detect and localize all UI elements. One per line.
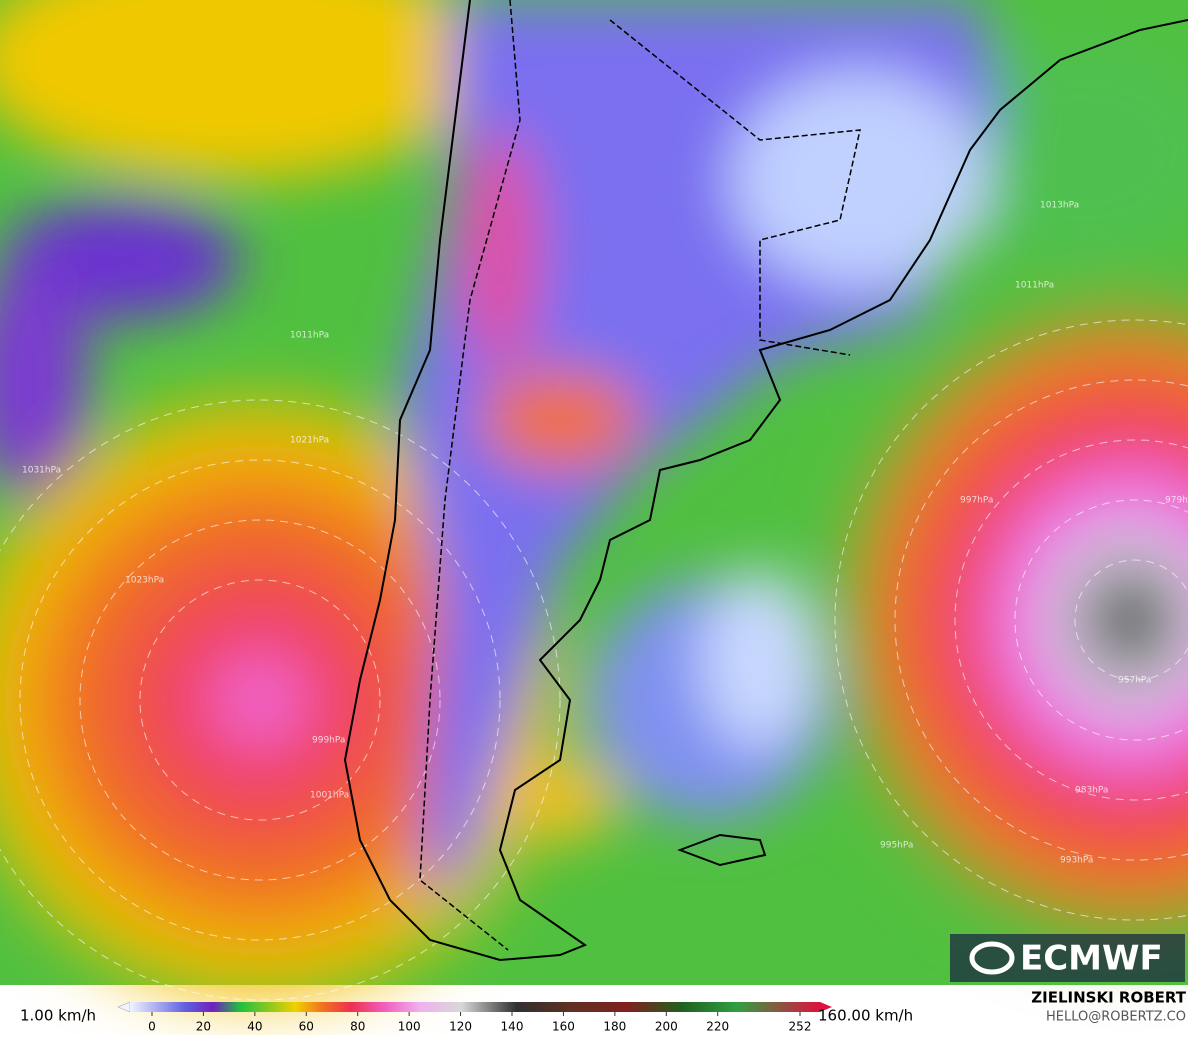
isobar-label: 997hPa xyxy=(960,496,993,506)
isobar-label: 979hPa xyxy=(1165,496,1188,506)
colorbar xyxy=(130,1002,820,1012)
isobar-label: 995hPa xyxy=(880,841,913,851)
isobar-label: 1031hPa xyxy=(22,466,61,476)
colorbar-tick-label: 60 xyxy=(299,1020,314,1034)
legend-min-label: 1.00 km/h xyxy=(20,1007,96,1025)
colorbar-tick-label: 200 xyxy=(655,1020,678,1034)
isobar-label: 1013hPa xyxy=(1040,201,1079,211)
colorbar-tick-label: 0 xyxy=(148,1020,156,1034)
isobars xyxy=(0,319,1188,1001)
isobar-label: 1011hPa xyxy=(1015,281,1054,291)
logo-text: ECMWF xyxy=(1020,939,1163,979)
author: ZIELINSKI ROBERT xyxy=(1031,989,1186,1007)
colorbar-tick-label: 80 xyxy=(350,1020,365,1034)
isobar-label: 957hPa xyxy=(1118,676,1151,686)
colorbar-tick-label: 100 xyxy=(398,1020,421,1034)
isobar-label: 1023hPa xyxy=(125,576,164,586)
coastlines xyxy=(343,0,1188,962)
isobar-label: 1011hPa xyxy=(290,331,329,341)
colorbar-tick-label: 220 xyxy=(706,1020,729,1034)
isobar-label: 1001hPa xyxy=(310,791,349,801)
colorbar-tick-label: 180 xyxy=(603,1020,626,1034)
legend: 1.00 km/h 160.00 km/h 0 20 40 60 80 100 120 140… xyxy=(20,1001,913,1034)
colorbar-tick-label: 120 xyxy=(449,1020,472,1034)
contact: HELLO@ROBERTZ.CO xyxy=(1046,1010,1186,1025)
isobar-labels: 1031hPa 1023hPa 1021hPa 1013hPa 1011hPa 1001h… xyxy=(22,201,1188,866)
colorbar-tick-label: 252 xyxy=(789,1020,812,1034)
colorbar-ticks: 0 20 40 60 80 100 120 140 160 180 200 220 252 xyxy=(148,1012,811,1034)
legend-max-label: 160.00 km/h xyxy=(818,1007,913,1025)
colorbar-tick-label: 40 xyxy=(247,1020,262,1034)
colorbar-tick-label: 20 xyxy=(196,1020,211,1034)
isobar-label: 983hPa xyxy=(1075,786,1108,796)
colorbar-tick-label: 140 xyxy=(501,1020,524,1034)
borders xyxy=(419,0,861,951)
colorbar-tick-label: 160 xyxy=(552,1020,575,1034)
isobar-label: 1021hPa xyxy=(290,436,329,446)
isobar-label: 993hPa xyxy=(1060,856,1093,866)
logo-box: ECMWF xyxy=(950,934,1185,982)
isobar-label: 999hPa xyxy=(312,736,345,746)
